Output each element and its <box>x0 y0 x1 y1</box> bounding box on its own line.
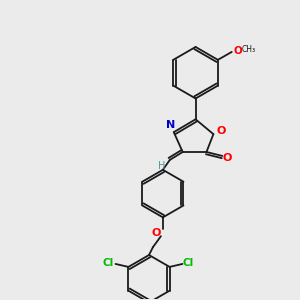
Text: O: O <box>234 46 242 56</box>
Text: Cl: Cl <box>183 258 194 268</box>
Text: O: O <box>217 126 226 136</box>
Text: N: N <box>166 120 176 130</box>
Text: O: O <box>223 153 232 163</box>
Text: O: O <box>151 228 160 238</box>
Text: CH₃: CH₃ <box>242 45 256 54</box>
Text: H: H <box>158 161 166 171</box>
Text: Cl: Cl <box>103 258 114 268</box>
